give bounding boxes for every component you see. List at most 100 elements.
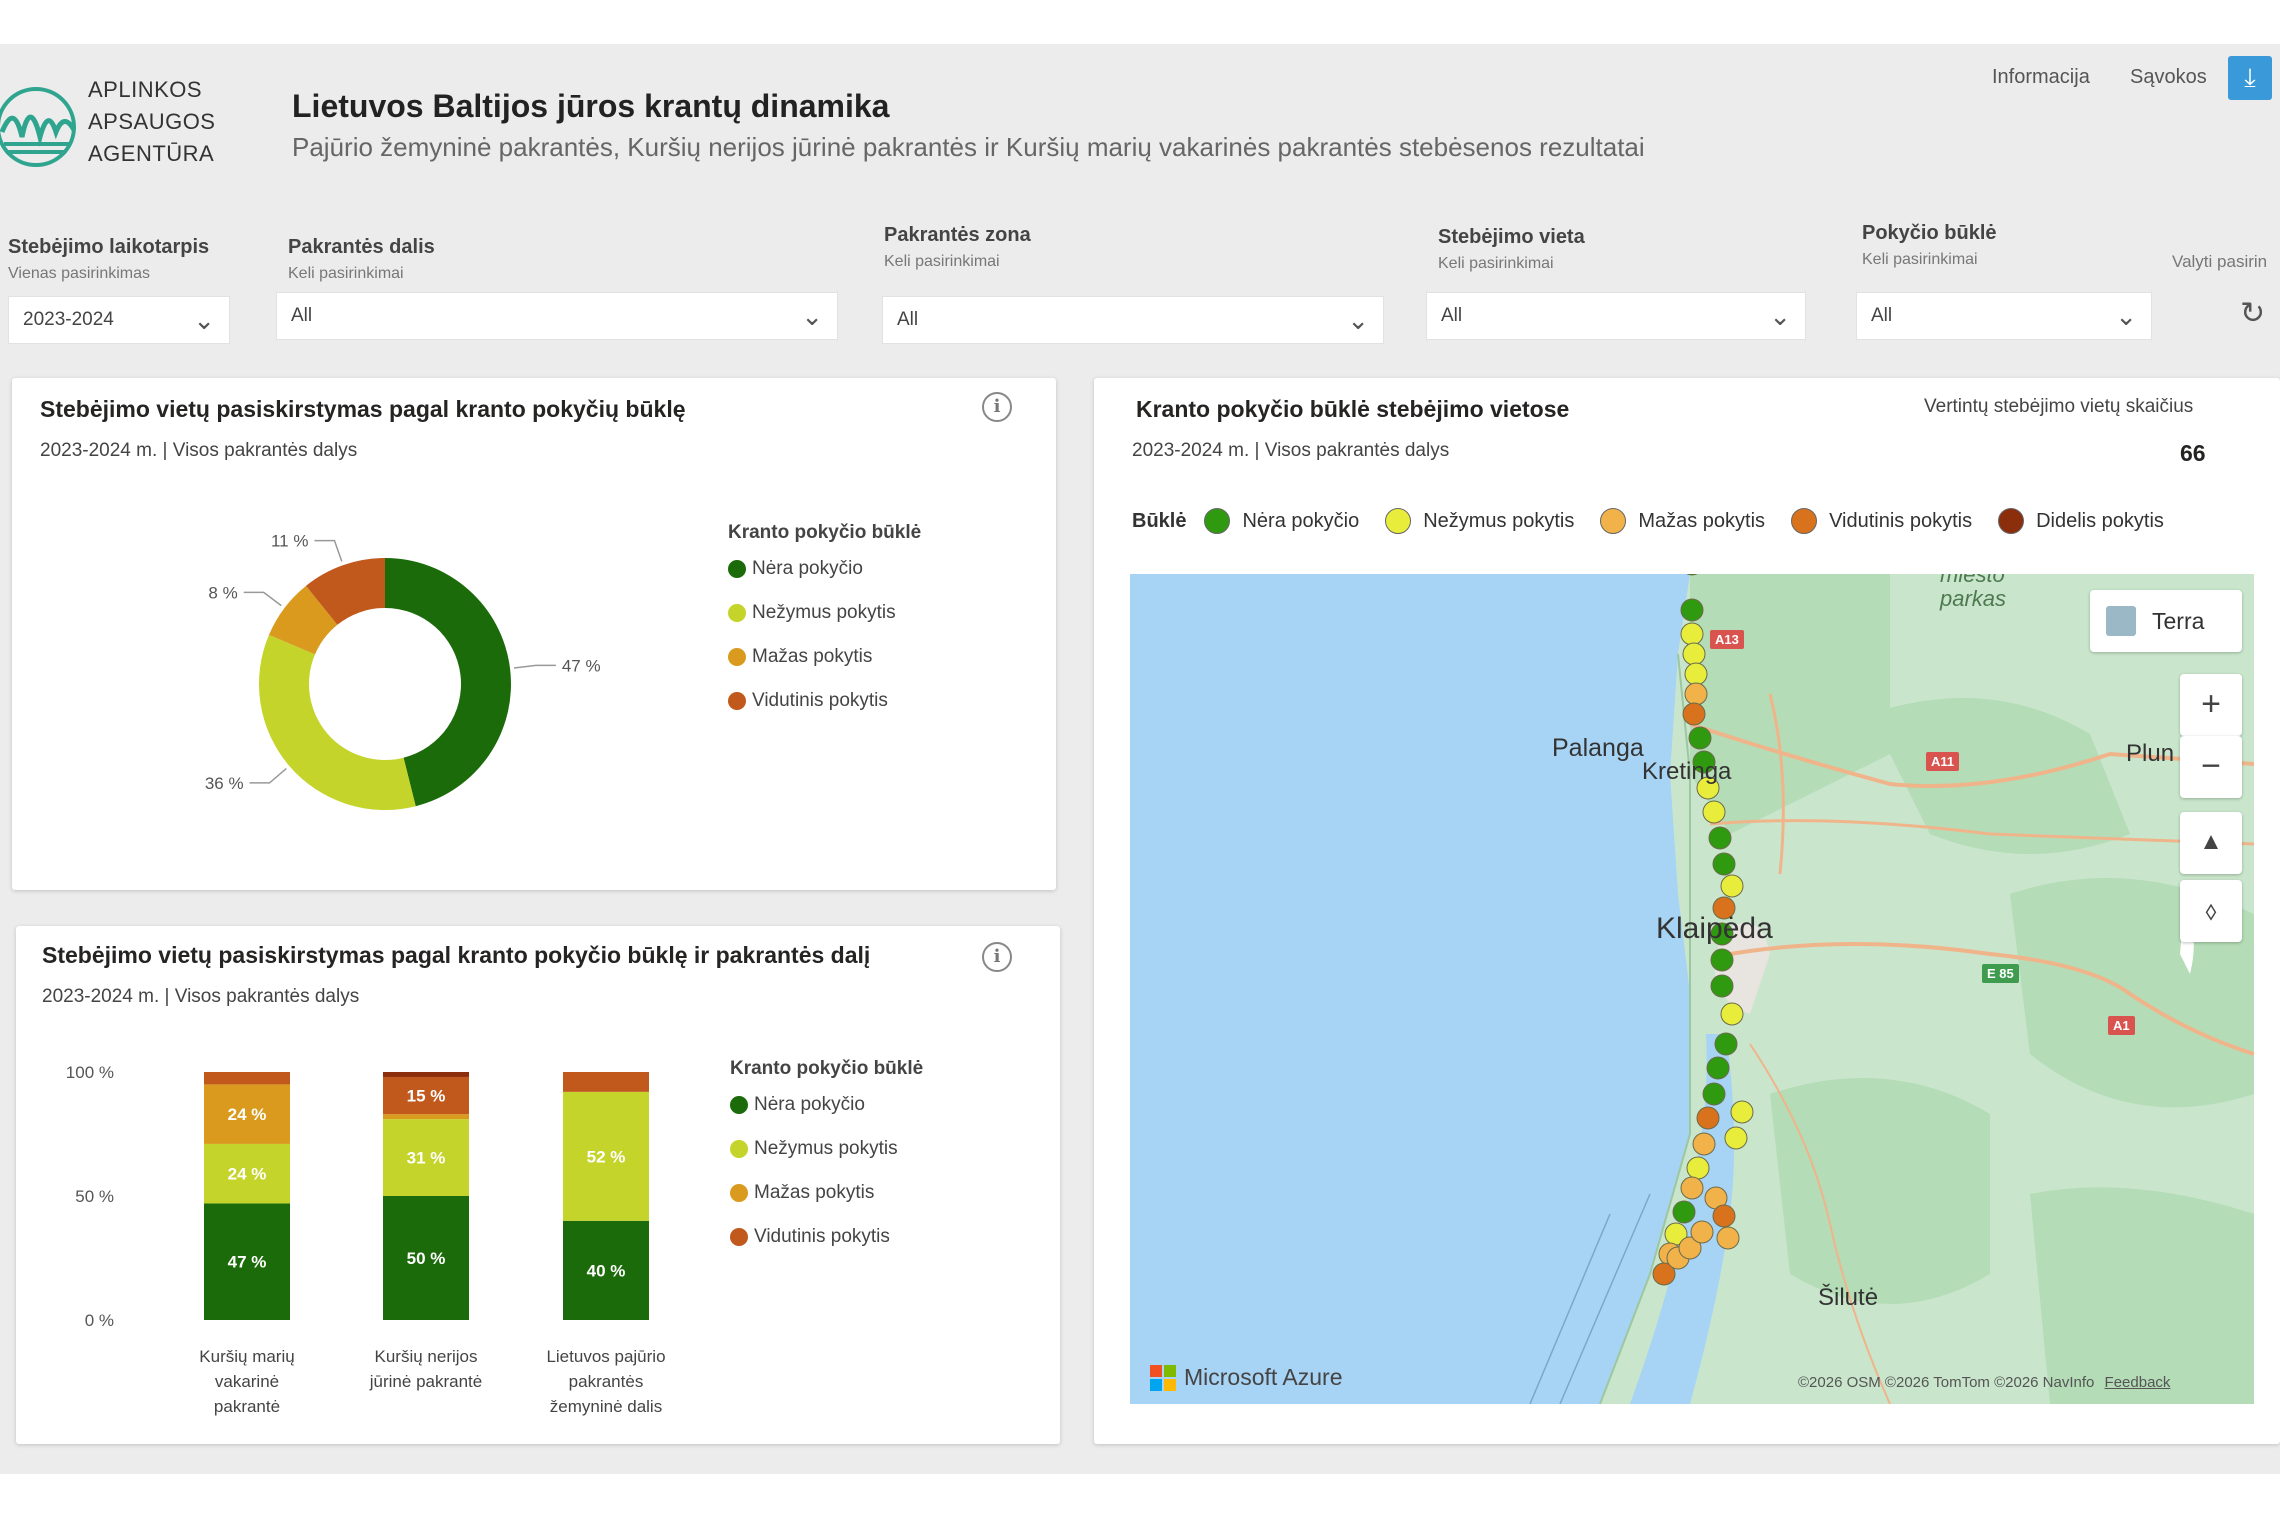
map-marker[interactable]: [1690, 1220, 1714, 1244]
zoom-out-button[interactable]: −: [2180, 736, 2242, 798]
logo-line-3: AGENTŪRA: [88, 141, 215, 166]
map-marker[interactable]: [1710, 948, 1734, 972]
map-marker[interactable]: [1720, 874, 1744, 898]
donut-legend-item-slight[interactable]: Nežymus pokytis: [728, 602, 921, 624]
filter-period-sub: Vienas pasirinkimas: [8, 265, 150, 282]
bar-segment[interactable]: [563, 1072, 649, 1092]
map-legend-label: Nėra pokyčio: [1242, 509, 1360, 532]
map-marker[interactable]: [1686, 1156, 1710, 1180]
map-marker[interactable]: [1708, 826, 1732, 850]
map-marker[interactable]: [1684, 662, 1708, 686]
map-marker[interactable]: [1682, 642, 1706, 666]
map-marker[interactable]: [1724, 1126, 1748, 1150]
donut-slice[interactable]: [259, 634, 416, 810]
map-marker[interactable]: [1696, 1106, 1720, 1130]
bar-segment[interactable]: [204, 1072, 290, 1085]
bar-segment[interactable]: [383, 1076, 469, 1115]
map-marker[interactable]: [1714, 1032, 1738, 1056]
bar-segment[interactable]: [383, 1114, 469, 1120]
map-marker[interactable]: [1712, 852, 1736, 876]
clear-filters-label: Valyti pasirin: [2172, 252, 2268, 271]
bar-legend-item-slight[interactable]: Nežymus pokytis: [730, 1138, 923, 1160]
map-legend-item-medium[interactable]: Vidutinis pokytis: [1791, 508, 1972, 534]
map-style-button[interactable]: Terra: [2090, 590, 2242, 652]
map-marker[interactable]: [1680, 622, 1704, 646]
terms-link[interactable]: Sąvokos: [2130, 66, 2207, 88]
bar-segment[interactable]: [563, 1091, 649, 1221]
map-marker[interactable]: [1681, 574, 1703, 576]
bar-segment[interactable]: [204, 1203, 290, 1320]
refresh-icon[interactable]: ↻: [2240, 297, 2266, 330]
site-count-label: Vertintų stebėjimo vietų skaičius: [1924, 396, 2194, 417]
bar-segment[interactable]: [204, 1143, 290, 1204]
legend-dot: [728, 560, 746, 578]
info-link[interactable]: Informacija: [1992, 66, 2090, 88]
map-marker[interactable]: [1706, 1056, 1730, 1080]
map-marker[interactable]: [1716, 1226, 1740, 1250]
bar-legend-item-none[interactable]: Nėra pokyčio: [730, 1094, 923, 1116]
map-marker[interactable]: [1710, 922, 1734, 946]
map-marker[interactable]: [1692, 750, 1716, 774]
map-marker[interactable]: [1712, 896, 1736, 920]
info-icon[interactable]: i: [982, 392, 1012, 422]
donut-legend-item-none[interactable]: Nėra pokyčio: [728, 558, 921, 580]
info-icon[interactable]: i: [982, 942, 1012, 972]
bar-legend-item-small[interactable]: Mažas pokytis: [730, 1182, 923, 1204]
donut-legend-item-small[interactable]: Mažas pokytis: [728, 646, 921, 668]
feedback-link[interactable]: Feedback: [2104, 1374, 2171, 1391]
map-marker[interactable]: [1702, 800, 1726, 824]
bar-segment[interactable]: [383, 1119, 469, 1196]
bar-data-label: 50 %: [407, 1249, 446, 1268]
filter-status-dropdown[interactable]: All ⌄: [1856, 292, 2152, 340]
legend-dot: [728, 604, 746, 622]
map-marker[interactable]: [1652, 1262, 1676, 1286]
filter-zone-dropdown[interactable]: All ⌄: [882, 296, 1384, 344]
y-tick-label: 50 %: [75, 1187, 114, 1206]
zoom-in-button[interactable]: +: [2180, 674, 2242, 736]
map-marker[interactable]: [1678, 1236, 1702, 1260]
map-marker[interactable]: [1680, 598, 1704, 622]
map-marker[interactable]: [1702, 1082, 1726, 1106]
bar-legend-label: Mažas pokytis: [754, 1182, 875, 1203]
donut-leader-line: [249, 768, 287, 784]
city-plunge: Plun: [2126, 740, 2175, 767]
bar-segment[interactable]: [383, 1072, 469, 1077]
map-marker[interactable]: [1680, 1176, 1704, 1200]
bar-segment[interactable]: [204, 1084, 290, 1144]
site-count-value: 66: [2180, 440, 2206, 466]
map-marker[interactable]: [1672, 1200, 1696, 1224]
bar-segment[interactable]: [383, 1196, 469, 1320]
filter-zone-title: Pakrantės zona: [884, 224, 1031, 246]
download-button[interactable]: ⤓: [2228, 56, 2272, 100]
map-marker[interactable]: [1692, 1132, 1716, 1156]
map-marker[interactable]: [1710, 974, 1734, 998]
map-card-title: Kranto pokyčio būklė stebėjimo vietose: [1136, 396, 1570, 422]
map-marker[interactable]: [1684, 682, 1708, 706]
map-legend-item-small[interactable]: Mažas pokytis: [1600, 508, 1765, 534]
map-marker[interactable]: [1696, 776, 1720, 800]
filter-site-dropdown[interactable]: All ⌄: [1426, 292, 1806, 340]
map-marker[interactable]: [1720, 1002, 1744, 1026]
map-legend-item-slight[interactable]: Nežymus pokytis: [1385, 508, 1574, 534]
donut-slice[interactable]: [306, 558, 385, 625]
bar-card: Stebėjimo vietų pasiskirstymas pagal kra…: [16, 926, 1060, 1444]
park-label: parkas: [1940, 586, 2007, 611]
map-view[interactable]: Palanga Kretinga Klaipėda Šilutė Plun mi…: [1130, 574, 2254, 1404]
compass-button[interactable]: ⬨: [2180, 880, 2242, 942]
map-marker[interactable]: [1682, 702, 1706, 726]
map-marker[interactable]: [1712, 1204, 1736, 1228]
pitch-button[interactable]: ▲: [2180, 812, 2242, 874]
map-legend-item-large[interactable]: Didelis pokytis: [1998, 508, 2164, 534]
bar-legend-item-medium[interactable]: Vidutinis pokytis: [730, 1226, 923, 1248]
map-marker[interactable]: [1730, 1100, 1754, 1124]
donut-slice[interactable]: [268, 585, 338, 655]
filter-zone-value: All: [897, 309, 919, 330]
filter-part-dropdown[interactable]: All ⌄: [276, 292, 838, 340]
filter-period-dropdown[interactable]: 2023-2024 ⌄: [8, 296, 230, 344]
donut-legend-item-medium[interactable]: Vidutinis pokytis: [728, 690, 921, 712]
donut-slice[interactable]: [385, 558, 512, 807]
map-attribution: ©2026 OSM ©2026 TomTom ©2026 NavInfo Fee…: [1798, 1374, 2170, 1391]
map-legend-item-none[interactable]: Nėra pokyčio: [1204, 508, 1359, 534]
map-marker[interactable]: [1688, 726, 1712, 750]
bar-segment[interactable]: [563, 1220, 649, 1320]
